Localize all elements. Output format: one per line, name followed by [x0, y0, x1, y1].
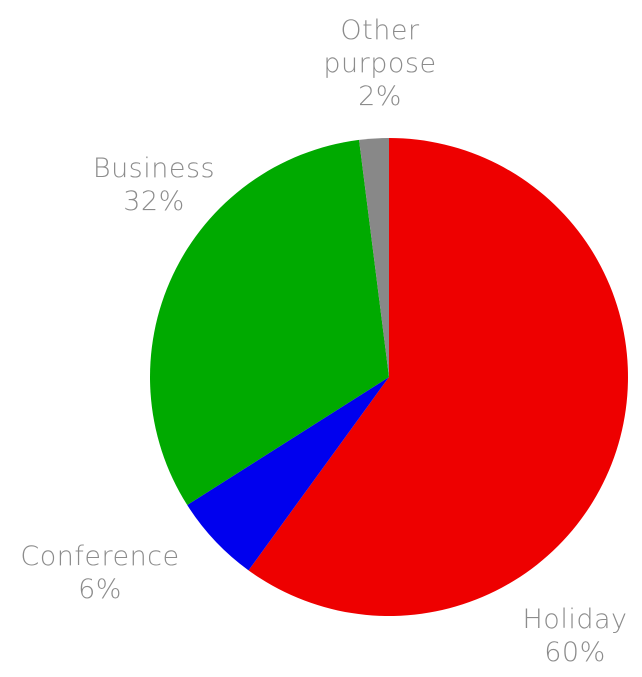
slice-label-business-name: Business: [92, 153, 216, 184]
slice-label-other-purpose-value: 2%: [358, 81, 402, 112]
slice-label-other-purpose: Other purpose 2%: [300, 14, 460, 113]
slice-label-holiday-name: Holiday: [522, 604, 628, 635]
pie-slice-conference: [187, 377, 389, 571]
slice-label-conference-name: Conference: [20, 541, 180, 572]
slice-label-other-purpose-line1: Other: [340, 15, 420, 46]
slice-label-holiday: Holiday 60%: [508, 603, 642, 669]
slice-label-business-value: 32%: [123, 186, 185, 217]
pie-slice-holiday: [248, 138, 628, 616]
slice-label-conference-value: 6%: [78, 574, 122, 605]
pie-slice-business: [150, 139, 389, 506]
slice-label-business: Business 32%: [72, 152, 236, 218]
pie-slice-other-purpose: [359, 138, 389, 377]
slice-label-holiday-value: 60%: [544, 637, 606, 668]
slice-label-other-purpose-line2: purpose: [323, 48, 437, 79]
slice-label-conference: Conference 6%: [2, 540, 198, 606]
